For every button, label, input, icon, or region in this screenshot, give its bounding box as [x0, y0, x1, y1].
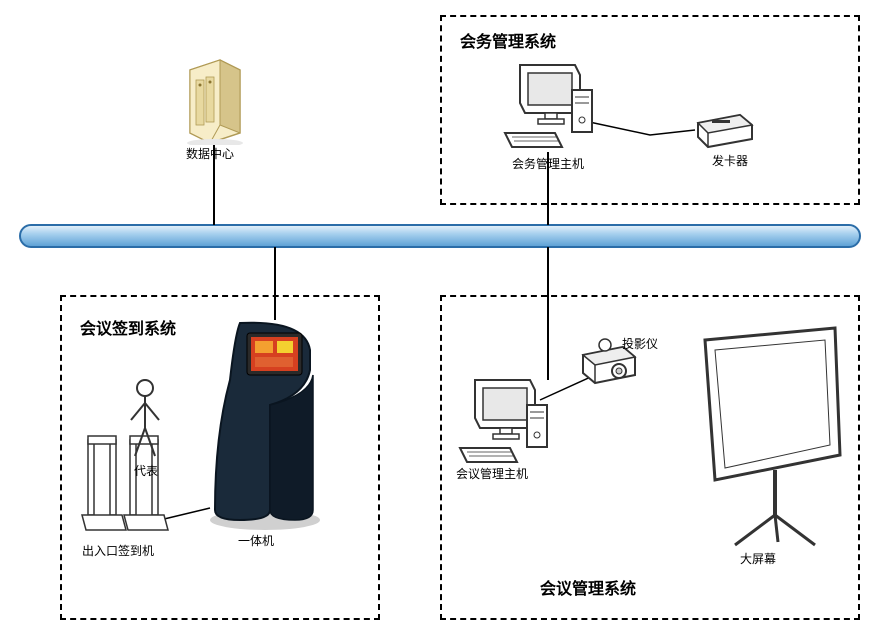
kiosk-icon — [195, 315, 325, 535]
label-meeting-host: 会议管理主机 — [456, 465, 528, 482]
big-screen-icon — [680, 320, 850, 550]
label-big-screen: 大屏幕 — [740, 550, 776, 567]
meeting-host-icon — [455, 370, 555, 470]
delegate-icon — [125, 378, 165, 468]
label-affairs-host: 会务管理主机 — [512, 155, 584, 172]
affairs-host-icon — [500, 55, 600, 155]
label-projector: 投影仪 — [622, 335, 658, 352]
label-delegate: 代表 — [134, 462, 158, 479]
server-icon — [180, 55, 250, 145]
label-card-issuer: 发卡器 — [712, 152, 748, 169]
label-signin-gate: 出入口签到机 — [82, 542, 154, 559]
label-kiosk: 一体机 — [238, 532, 274, 549]
label-data-center: 数据中心 — [186, 145, 234, 162]
card-issuer-icon — [690, 105, 760, 150]
